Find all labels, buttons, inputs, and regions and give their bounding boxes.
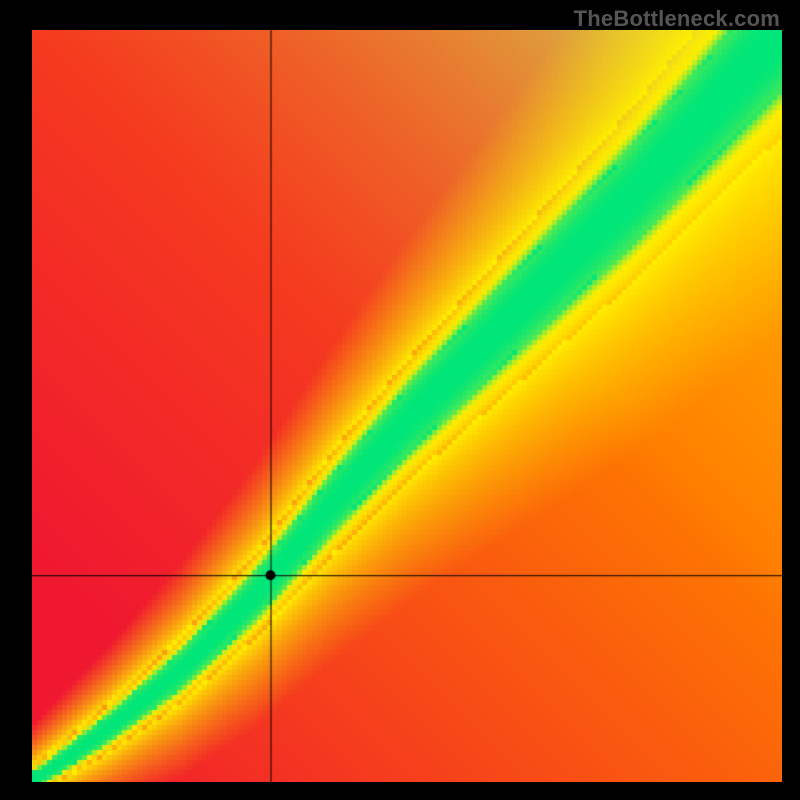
bottleneck-heatmap	[32, 30, 782, 782]
watermark-text: TheBottleneck.com	[574, 6, 780, 32]
chart-frame: TheBottleneck.com	[0, 0, 800, 800]
